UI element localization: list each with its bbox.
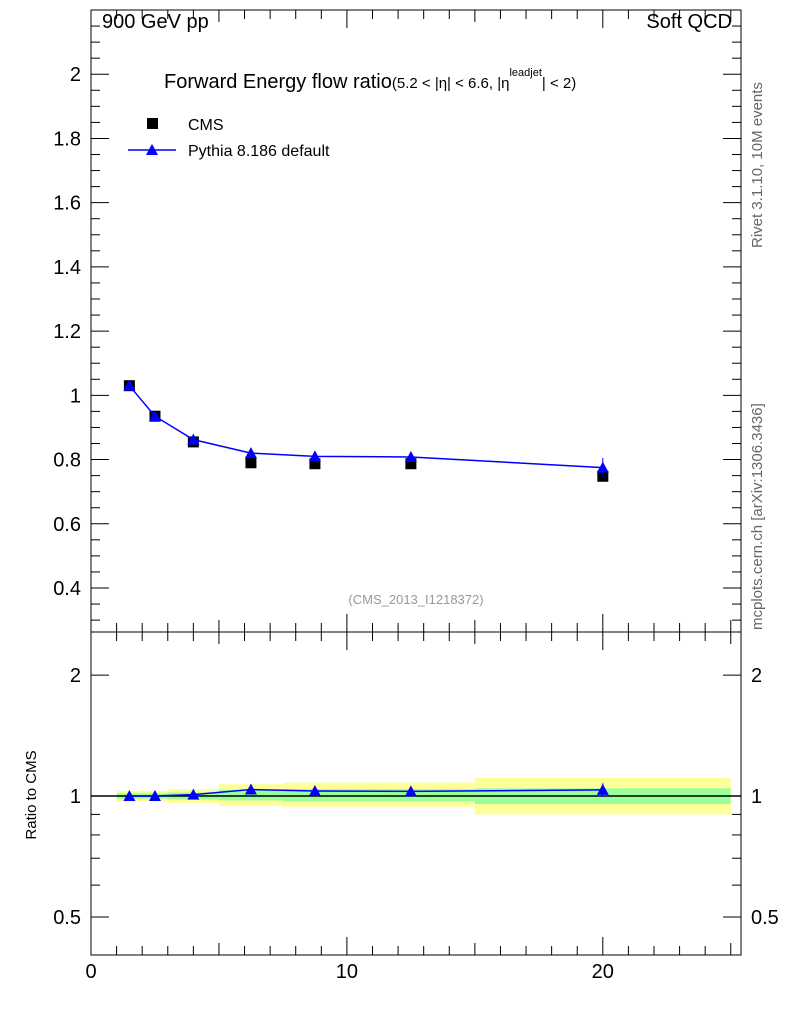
chart-title: Forward Energy flow ratio(5.2 < |η| < 6.…: [164, 67, 576, 93]
y-tick-label: 2: [70, 64, 81, 86]
y-tick-label: 1.6: [53, 193, 81, 215]
cms-data-point: [309, 458, 321, 470]
x-tick-label: 20: [592, 961, 614, 983]
y-tick-label: 1.4: [53, 257, 81, 279]
cms-data-point: [245, 457, 257, 469]
ratio-pythia-point: [404, 785, 417, 797]
pythia-data-point: [123, 379, 136, 391]
side-label-mcplots: mcplots.cern.ch [arXiv:1306.3436]: [749, 403, 766, 630]
header-right: Soft QCD: [646, 11, 732, 33]
pythia-data-point: [187, 433, 200, 445]
ratio-y-tick-label-right: 1: [751, 786, 762, 808]
main-frame: [90, 9, 742, 633]
legend-label-pythia: Pythia 8.186 default: [188, 143, 330, 160]
side-label-rivet: Rivet 3.1.10, 10M events: [749, 82, 766, 248]
y-tick-label: 1.8: [53, 128, 81, 150]
analysis-watermark: (CMS_2013_I1218372): [348, 592, 483, 607]
ratio-pythia-point: [596, 783, 609, 795]
header-left: 900 GeV pp: [102, 11, 209, 33]
ratio-y-tick-label: 0.5: [53, 907, 81, 929]
legend-marker-cms: [147, 118, 158, 129]
legend-label-cms: CMS: [188, 117, 224, 134]
y-tick-label: 0.4: [53, 578, 81, 600]
pythia-data-point: [148, 410, 161, 422]
ratio-pythia-point: [187, 788, 200, 800]
x-tick-label: 0: [85, 961, 96, 983]
ratio-pythia-point: [308, 785, 321, 797]
ratio-y-tick-label-right: 2: [751, 665, 762, 687]
legend-marker-pythia: [146, 144, 158, 155]
ratio-band-stat: [218, 790, 283, 801]
y-tick-label: 0.6: [53, 514, 81, 536]
ratio-y-tick-label: 2: [70, 665, 81, 687]
pythia-data-point: [404, 450, 417, 462]
y-tick-label: 1.2: [53, 321, 81, 343]
ratio-frame: [90, 631, 742, 956]
pythia-data-point: [244, 447, 257, 459]
pythia-data-point: [596, 461, 609, 473]
ratio-pythia-point: [148, 790, 161, 802]
ratio-y-tick-label: 1: [70, 786, 81, 808]
y-tick-label: 1: [70, 385, 81, 407]
pythia-line: [128, 385, 603, 469]
ratio-pythia-point: [123, 790, 136, 802]
y-tick-label: 0.8: [53, 450, 81, 472]
ratio-pythia-point: [244, 783, 257, 795]
ratio-y-tick-label-right: 0.5: [751, 907, 779, 929]
ratio-ylabel: Ratio to CMS: [23, 750, 40, 839]
cms-data-point: [405, 458, 417, 470]
x-tick-label: 10: [336, 961, 358, 983]
pythia-data-point: [308, 450, 321, 462]
